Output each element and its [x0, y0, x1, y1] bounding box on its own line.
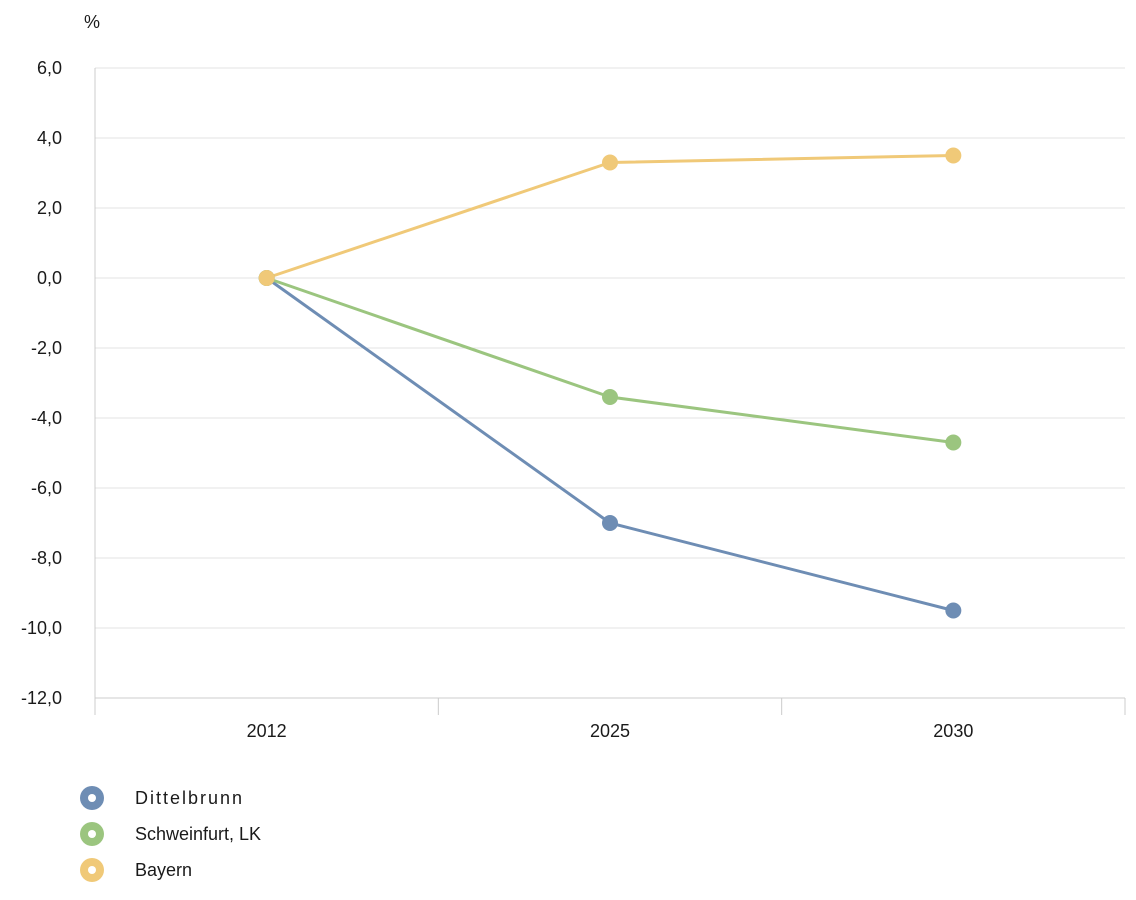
- gridlines: [95, 67, 1125, 629]
- y-tick-label: -2,0: [31, 338, 62, 358]
- data-point: [945, 147, 962, 164]
- series-line: [266, 154, 954, 280]
- legend-marker-dot: [88, 794, 96, 802]
- data-point: [602, 389, 618, 405]
- x-tick-label: 2012: [247, 721, 287, 741]
- x-tick-label: 2025: [590, 721, 630, 741]
- legend-marker-icon: [80, 822, 104, 846]
- y-tick-label: 0,0: [37, 268, 62, 288]
- data-point: [945, 602, 962, 619]
- legend-marker-dot: [88, 830, 96, 838]
- legend-marker-icon: [80, 786, 104, 810]
- series-lines: [258, 147, 962, 619]
- data-point: [258, 270, 275, 286]
- legend-label: Dittelbrunn: [135, 787, 245, 808]
- data-point: [945, 434, 962, 451]
- legend-item[interactable]: Bayern: [80, 852, 261, 888]
- legend-item[interactable]: Dittelbrunn: [80, 780, 261, 816]
- y-tick-label: 4,0: [37, 128, 62, 148]
- legend: Dittelbrunn Schweinfurt, LK Bayern: [80, 780, 261, 888]
- legend-marker-dot: [88, 866, 96, 874]
- y-tick-label: -4,0: [31, 408, 62, 428]
- y-tick-label: 2,0: [37, 198, 62, 218]
- y-tick-label: -12,0: [21, 688, 62, 708]
- y-tick-label: -6,0: [31, 478, 62, 498]
- legend-label: Bayern: [135, 859, 193, 880]
- series-line: [265, 276, 954, 612]
- y-tick-label: -10,0: [21, 618, 62, 638]
- y-tick-labels: 6,0 4,0 2,0 0,0 -2,0 -4,0 -6,0 -8,0 -10,0 -12,0: [21, 58, 62, 708]
- data-point: [602, 154, 618, 171]
- data-point: [602, 515, 618, 531]
- legend-item[interactable]: Schweinfurt, LK: [80, 816, 261, 852]
- y-tick-label: -8,0: [31, 548, 62, 568]
- legend-label: Schweinfurt, LK: [135, 823, 262, 844]
- x-tick-label: 2030: [933, 721, 973, 741]
- axes: [94, 68, 1126, 715]
- y-axis-unit-label: %: [84, 12, 100, 32]
- x-tick-labels: 2012 2025 2030: [247, 721, 974, 741]
- legend-marker-icon: [80, 858, 104, 882]
- y-tick-label: 6,0: [37, 58, 62, 78]
